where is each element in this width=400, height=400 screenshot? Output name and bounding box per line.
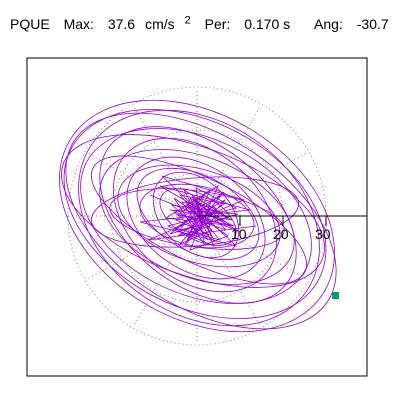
max-value: 37.6 [107, 15, 136, 32]
orbit-loop [78, 109, 320, 327]
max-group: Max: 37.6 cm/s 2 [63, 14, 195, 32]
grid-spoke [85, 151, 198, 217]
angle-label: Ang: [314, 15, 343, 32]
orbit-loop [90, 155, 308, 285]
station-code: PQUE [10, 15, 50, 32]
period-value: 0.170 s [244, 15, 291, 32]
orbit-loop [152, 171, 240, 259]
orbit-trace [59, 99, 337, 333]
orbit-loop [59, 99, 335, 333]
ring-label-10: 10 [231, 226, 247, 242]
angle-value: -30.7 [356, 15, 389, 32]
grid-spoke [132, 215, 198, 328]
grid-spoke [132, 104, 198, 217]
orbit-loop [61, 134, 325, 288]
direction-line [197, 215, 367, 226]
grid-spoke [196, 151, 309, 217]
end-marker [332, 292, 339, 299]
max-label: Max: [63, 15, 94, 32]
orbit-loop [63, 109, 327, 319]
orbit-loop [139, 183, 255, 249]
orbit-loop [109, 188, 285, 250]
ring-label-30: 30 [315, 226, 331, 242]
orbit-loop [136, 167, 260, 261]
orbit-scribble [164, 184, 239, 251]
orbit-loop [65, 112, 337, 330]
period-group: Per: 0.170 s [205, 16, 304, 32]
orbit-scribble [139, 175, 257, 247]
header-bar: PQUE Max: 37.6 cm/s 2 Per: 0.170 s Ang: -3… [10, 14, 400, 32]
max-unit: cm/s [145, 15, 175, 32]
grid-spoke [196, 215, 262, 328]
grid-spoke [85, 215, 198, 281]
orbit-loop [126, 156, 266, 280]
orbit-loop [90, 176, 300, 248]
ring-label-20: 20 [273, 226, 289, 242]
angle-group: Ang: -30.7 [314, 16, 399, 32]
max-unit-exponent: 2 [184, 14, 191, 26]
plot-frame [26, 57, 368, 377]
period-label: Per: [204, 15, 231, 32]
